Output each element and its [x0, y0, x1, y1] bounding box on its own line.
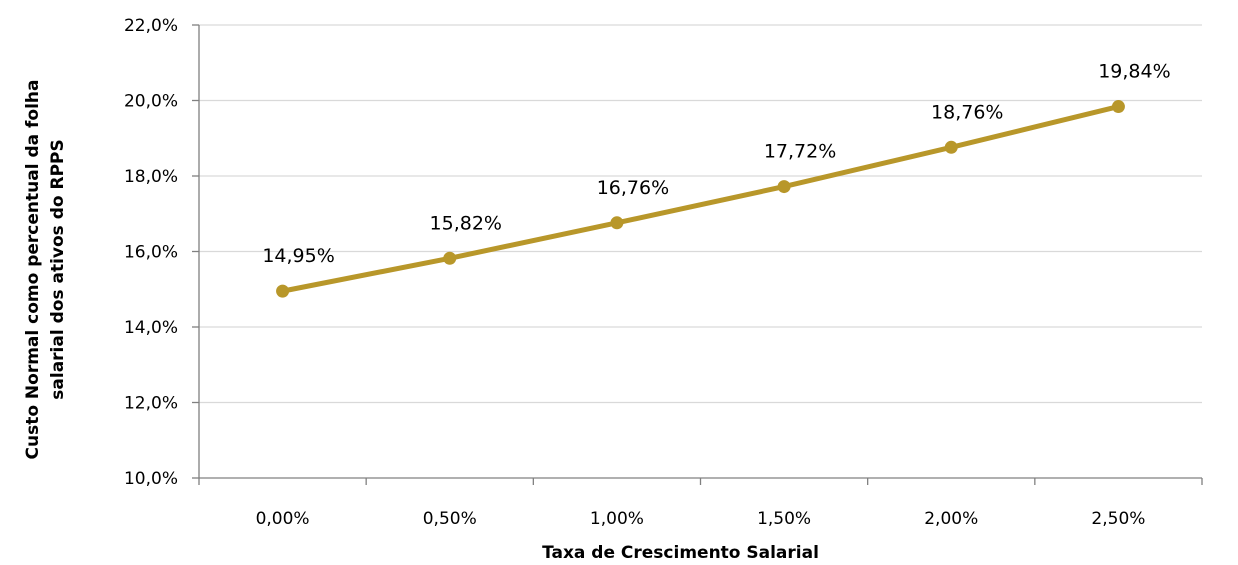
- gridlines: [199, 24, 1202, 404]
- y-tick-labels: 10,0% 12,0% 14,0% 16,0% 18,0% 20,0% 22,0%: [124, 16, 178, 489]
- x-tick-label: 1,00%: [590, 509, 644, 529]
- x-tick-label: 2,50%: [1091, 509, 1145, 529]
- axes: [192, 24, 1203, 485]
- series-line: [280, 104, 1121, 294]
- y-axis-title-text: Custo Normal como percentual da folha sal…: [23, 80, 68, 460]
- data-label: 17,72%: [764, 141, 836, 163]
- y-axis-title-line: salarial dos ativos do RPPS: [48, 139, 68, 399]
- data-point: [443, 251, 457, 265]
- y-tick-label: 22,0%: [124, 16, 178, 36]
- data-point: [1111, 100, 1125, 114]
- y-tick-label: 14,0%: [124, 318, 178, 338]
- x-tick-label: 0,00%: [256, 509, 310, 529]
- data-label: 15,82%: [430, 212, 502, 234]
- data-label: 18,76%: [931, 101, 1003, 123]
- y-tick-label: 20,0%: [124, 92, 178, 112]
- y-axis-title: Custo Normal como percentual da folha sal…: [23, 80, 68, 460]
- data-label: 16,76%: [597, 177, 669, 199]
- data-labels: 14,95% 15,82% 16,76% 17,72% 18,76% 19,84%: [262, 61, 1170, 268]
- x-axis-title: Taxa de Crescimento Salarial: [542, 543, 819, 563]
- x-tick-label: 2,00%: [924, 509, 978, 529]
- data-point: [944, 140, 958, 154]
- data-label: 19,84%: [1098, 61, 1170, 83]
- data-point: [777, 180, 791, 194]
- y-tick-label: 10,0%: [124, 469, 178, 489]
- x-tick-label: 0,50%: [423, 509, 477, 529]
- data-point: [276, 284, 290, 298]
- x-tick-labels: 0,00% 0,50% 1,00% 1,50% 2,00% 2,50%: [256, 509, 1146, 529]
- data-label: 14,95%: [262, 245, 334, 267]
- x-tick-label: 1,50%: [757, 509, 811, 529]
- data-point: [610, 216, 624, 230]
- y-tick-label: 12,0%: [124, 394, 178, 414]
- y-tick-label: 18,0%: [124, 167, 178, 187]
- series-group: [276, 100, 1125, 298]
- y-tick-label: 16,0%: [124, 243, 178, 263]
- y-axis-title-line: Custo Normal como percentual da folha: [23, 80, 43, 460]
